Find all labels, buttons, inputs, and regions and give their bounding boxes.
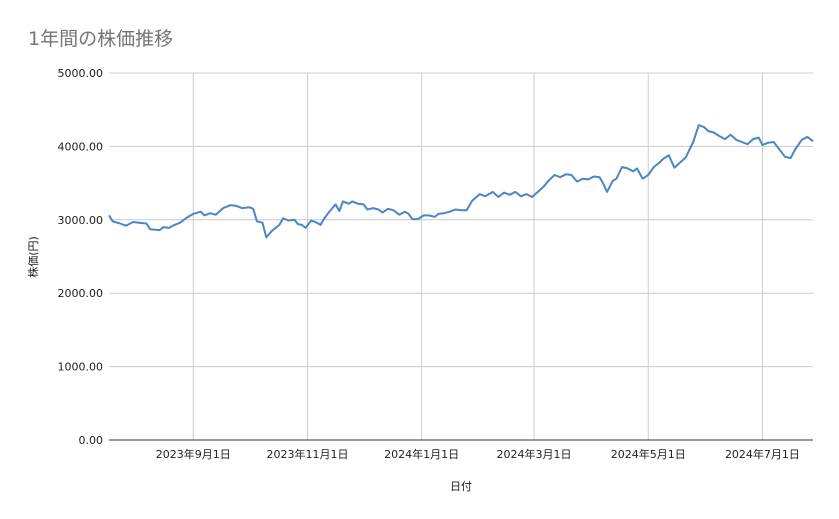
x-tick-label: 2024年1月1日 xyxy=(384,447,459,461)
y-tick-label: 0.00 xyxy=(79,434,104,447)
y-tick-label: 4000.00 xyxy=(58,140,104,153)
y-tick-label: 5000.00 xyxy=(58,67,104,80)
x-tick-label: 2023年9月1日 xyxy=(156,447,231,461)
y-axis-ticks: 0.00 1000.00 2000.00 3000.00 4000.00 5000.00 xyxy=(58,67,104,447)
y-tick-label: 3000.00 xyxy=(58,214,104,227)
series-line xyxy=(108,124,814,239)
grid-lines xyxy=(109,72,813,441)
x-tick-label: 2023年11月1日 xyxy=(266,447,348,461)
y-axis-label: 株価(円) xyxy=(26,236,40,278)
x-tick-label: 2024年3月1日 xyxy=(497,447,572,461)
series-layer xyxy=(108,124,814,239)
chart-title: 1年間の株価推移 xyxy=(28,28,173,50)
x-axis-ticks: 2023年9月1日 2023年11月1日 2024年1月1日 2024年3月1日 202… xyxy=(156,447,800,461)
x-tick-label: 2024年5月1日 xyxy=(611,447,686,461)
y-tick-label: 2000.00 xyxy=(58,287,104,300)
y-tick-label: 1000.00 xyxy=(58,361,104,374)
x-axis-label: 日付 xyxy=(450,480,472,493)
x-tick-label: 2024年7月1日 xyxy=(725,447,800,461)
